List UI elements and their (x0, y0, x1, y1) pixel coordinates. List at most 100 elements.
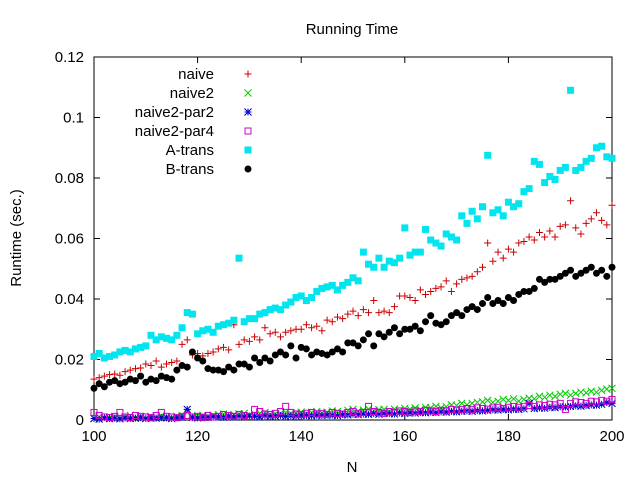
data-point-glyph (333, 409, 341, 417)
data-point-glyph (188, 413, 197, 422)
data-point (494, 297, 502, 305)
data-point-glyph (572, 166, 580, 174)
data-point (385, 257, 393, 265)
data-point-glyph (121, 413, 129, 421)
data-point-glyph (183, 363, 191, 371)
data-point-glyph (168, 413, 176, 421)
data-point-glyph (116, 371, 124, 379)
data-point-glyph (354, 312, 362, 320)
data-point (333, 409, 341, 417)
data-point-glyph (157, 413, 166, 422)
data-point (463, 405, 471, 413)
data-point-glyph (577, 398, 585, 406)
data-point-glyph (100, 354, 108, 362)
data-point (484, 151, 492, 159)
data-point-glyph (302, 409, 310, 417)
data-point (566, 391, 575, 400)
data-point (230, 412, 238, 420)
data-point (178, 324, 186, 332)
data-point-glyph (344, 408, 352, 416)
data-point (282, 351, 290, 359)
data-point (416, 408, 425, 417)
data-point-glyph (308, 408, 316, 416)
data-point-glyph (292, 354, 300, 362)
data-point (592, 269, 600, 277)
data-point (225, 411, 233, 419)
data-point (468, 407, 476, 416)
data-point-glyph (546, 275, 554, 283)
data-point-glyph (406, 408, 414, 417)
x-tick-label: 100 (81, 428, 106, 445)
data-point-glyph (240, 360, 248, 368)
data-point-glyph (214, 412, 222, 420)
data-point-glyph (364, 410, 373, 419)
data-point (572, 166, 580, 174)
data-point-glyph (489, 257, 497, 265)
data-point-glyph (250, 412, 259, 421)
data-point-glyph (530, 404, 539, 413)
data-point-glyph (592, 269, 600, 277)
data-point (359, 336, 367, 344)
data-point (364, 410, 373, 419)
data-point (137, 372, 145, 380)
data-point (209, 412, 217, 421)
data-point-glyph (131, 411, 139, 419)
data-point (571, 401, 580, 410)
data-point (163, 334, 171, 342)
data-point-glyph (504, 396, 513, 405)
data-point (499, 254, 507, 262)
data-point-glyph (515, 239, 523, 247)
data-point-glyph (199, 357, 207, 365)
data-point (225, 363, 233, 371)
data-point (224, 412, 233, 421)
data-point-glyph (328, 281, 336, 289)
data-point (515, 290, 523, 298)
data-point (194, 412, 202, 420)
data-point-glyph (157, 363, 165, 371)
data-point-glyph (313, 322, 321, 330)
data-point-glyph (266, 411, 274, 419)
data-point (266, 330, 274, 338)
data-point (261, 354, 269, 362)
data-point (111, 412, 119, 420)
data-point-glyph (188, 413, 196, 421)
data-point-glyph (447, 405, 455, 413)
data-point-glyph (225, 319, 233, 327)
data-point (230, 366, 238, 374)
data-point (416, 327, 424, 335)
data-point-glyph (323, 411, 331, 419)
data-point-glyph (509, 394, 518, 403)
data-point (556, 222, 564, 230)
data-point (323, 283, 331, 291)
data-point (250, 412, 259, 421)
data-point (567, 266, 575, 274)
data-point (530, 157, 538, 165)
data-point (463, 274, 471, 282)
data-point (411, 407, 419, 415)
data-point (157, 333, 165, 341)
data-point (276, 411, 285, 420)
data-point-glyph (349, 408, 357, 416)
data-point (168, 359, 176, 367)
data-point (401, 408, 409, 416)
data-point (188, 413, 196, 421)
data-point (577, 398, 585, 406)
data-point (354, 312, 362, 320)
data-point (173, 357, 181, 365)
data-point (582, 401, 590, 410)
data-point (240, 318, 248, 326)
data-point (380, 333, 388, 341)
data-point-glyph (209, 348, 217, 356)
data-point-glyph (520, 287, 528, 295)
data-point (530, 402, 538, 410)
data-point-glyph (556, 399, 564, 407)
data-point-glyph (483, 396, 492, 405)
data-point-glyph (608, 399, 616, 408)
data-point-glyph (494, 206, 502, 214)
data-point-glyph (137, 412, 145, 420)
data-point-glyph (147, 414, 155, 422)
data-point (173, 331, 181, 339)
data-point-glyph (235, 412, 243, 421)
data-point (256, 336, 264, 344)
